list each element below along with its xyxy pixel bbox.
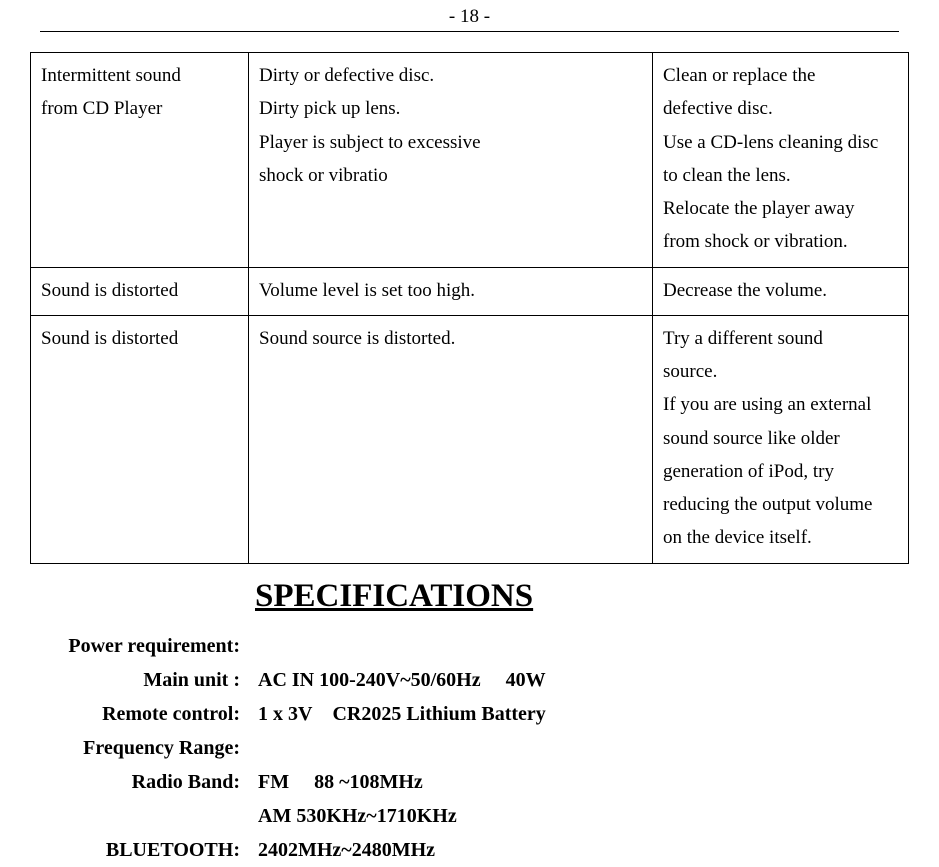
cell-line: Intermittent sound <box>41 59 238 92</box>
cell-line: Relocate the player away <box>663 192 898 225</box>
table-cell: Intermittent soundfrom CD Player <box>31 53 249 268</box>
table-row: Intermittent soundfrom CD PlayerDirty or… <box>31 53 909 268</box>
cell-line: If you are using an external <box>663 388 898 421</box>
cell-line: Clean or replace the <box>663 59 898 92</box>
page-header: - 18 - <box>40 0 899 32</box>
cell-line: shock or vibratio <box>259 159 642 192</box>
troubleshooting-table: Intermittent soundfrom CD PlayerDirty or… <box>30 52 909 564</box>
spec-label: Power requirement: <box>40 629 240 663</box>
spec-label: Remote control: <box>40 697 240 731</box>
table-cell: Volume level is set too high. <box>249 267 653 315</box>
table-row: Sound is distorted Volume level is set to… <box>31 267 909 315</box>
cell-line: Decrease the volume. <box>663 274 898 307</box>
cell-line: to clean the lens. <box>663 159 898 192</box>
table-cell: Sound source is distorted. <box>249 315 653 563</box>
cell-line: Sound is distorted <box>41 322 238 355</box>
spec-value: 2402MHz~2480MHz <box>258 833 909 867</box>
table-cell: Sound is distorted <box>31 315 249 563</box>
spec-label: Frequency Range: <box>40 731 240 765</box>
table-cell: Try a different soundsource.If you are u… <box>653 315 909 563</box>
spec-value: AC IN 100-240V~50/60Hz 40W <box>258 663 909 697</box>
cell-line: sound source like older <box>663 422 898 455</box>
page-number: - 18 - <box>449 6 490 28</box>
cell-line: Volume level is set too high. <box>259 274 642 307</box>
cell-line: Try a different sound <box>663 322 898 355</box>
spec-label: Radio Band: <box>40 765 240 799</box>
cell-line: reducing the output volume <box>663 488 898 521</box>
spec-label: Main unit : <box>40 663 240 697</box>
table-cell: Sound is distorted <box>31 267 249 315</box>
table-row: Sound is distorted Sound source is distor… <box>31 315 909 563</box>
spec-label: BLUETOOTH: <box>40 833 240 867</box>
specifications-heading: SPECIFICATIONS <box>255 578 909 615</box>
cell-line: source. <box>663 355 898 388</box>
cell-line: Sound source is distorted. <box>259 322 642 355</box>
troubleshooting-table-body: Intermittent soundfrom CD PlayerDirty or… <box>31 53 909 564</box>
cell-line: on the device itself. <box>663 521 898 554</box>
table-cell: Dirty or defective disc.Dirty pick up le… <box>249 53 653 268</box>
cell-line: from shock or vibration. <box>663 225 898 258</box>
table-cell: Clean or replace thedefective disc.Use a… <box>653 53 909 268</box>
cell-line: Sound is distorted <box>41 274 238 307</box>
specifications-list: Power requirement:Main unit : AC IN 100-2… <box>40 629 909 867</box>
spec-value <box>258 629 909 663</box>
cell-line: Dirty or defective disc. <box>259 59 642 92</box>
spec-value: FM 88 ~108MHz <box>258 765 909 799</box>
cell-line: from CD Player <box>41 92 238 125</box>
spec-value: 1 x 3V CR2025 Lithium Battery <box>258 697 909 731</box>
cell-line: defective disc. <box>663 92 898 125</box>
cell-line: Use a CD-lens cleaning disc <box>663 126 898 159</box>
spec-value <box>258 731 909 765</box>
cell-line: Dirty pick up lens. <box>259 92 642 125</box>
table-cell: Decrease the volume. <box>653 267 909 315</box>
cell-line: generation of iPod, try <box>663 455 898 488</box>
cell-line: Player is subject to excessive <box>259 126 642 159</box>
